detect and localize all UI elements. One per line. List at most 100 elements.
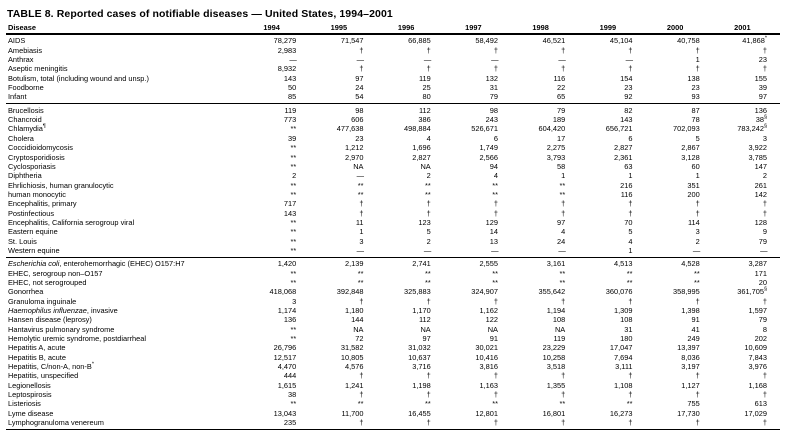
cell-1996: 5 [426, 227, 431, 237]
cell-1998: ** [559, 277, 566, 287]
cell-2001: † [762, 296, 767, 306]
disease-label: Hemolytic uremic syndrome, postdiarrheal [6, 334, 242, 343]
cell-1995: 10,805 [340, 352, 364, 362]
table-row: Gonorrhea 418,068 392,848 325,883 324,907 355… [6, 287, 780, 296]
cell-1998: † [561, 64, 566, 74]
cell-1994: 26,796 [273, 343, 297, 353]
cell-1998: 3,161 [546, 259, 566, 269]
table-row: Postinfectious 143 † † † † † † † [6, 209, 780, 218]
cell-1994: ** [290, 161, 297, 171]
disease-name: Escherichia coli [8, 259, 60, 269]
cell-1995: 392,848 [336, 287, 364, 297]
table-row: Chancroid 773 606 386 243 189 143 78 38§ [6, 115, 780, 124]
cell-2001: 361,705§ [737, 286, 767, 297]
cell-1999: 5 [628, 227, 633, 237]
disease-label: Eastern equine [6, 227, 242, 236]
table-row: Hansen disease (leprosy) 136 144 112 122 108 1… [6, 315, 780, 324]
cell-2000: 8,036 [681, 352, 700, 362]
table-row: Cryptosporidiosis ** 2,970 2,827 2,566 3,793 2… [6, 153, 780, 162]
cell-1998: † [561, 208, 566, 218]
disease-name: Hemolytic uremic syndrome, postdiarrheal [8, 334, 147, 344]
disease-label: Brucellosis [6, 104, 242, 115]
cell-1995: † [359, 371, 364, 381]
cell-1997: — [491, 55, 498, 65]
disease-name: Encephalitis, primary [8, 199, 77, 209]
cell-1995: 477,638 [336, 124, 364, 134]
disease-label: Western equine [6, 246, 242, 257]
cell-1997: † [493, 418, 498, 428]
table-row: Haemophilus influenzae, invasive 1,174 1,1… [6, 306, 780, 315]
disease-name: Cyclosporiasis [8, 161, 56, 171]
cell-2000: 91 [691, 315, 700, 325]
disease-label: Encephalitis, California serogroup viral [6, 218, 242, 227]
cell-2001: † [762, 45, 767, 55]
table-row: Lymphogranuloma venereum 235 † † † † † † † [6, 418, 780, 429]
cell-1996: † [426, 371, 431, 381]
disease-label: Hepatitis A, acute [6, 343, 242, 352]
cell-2001: 171 [754, 268, 767, 278]
cell-1996: 2,827 [412, 152, 431, 162]
disease-name: Lyme disease [8, 408, 54, 418]
cell-1994: ** [290, 227, 297, 237]
cell-1996: 25 [422, 83, 431, 93]
cell-2001: 9 [762, 227, 767, 237]
cell-1997: † [493, 296, 498, 306]
cell-1994: 85 [288, 92, 297, 102]
cell-1997: 10,416 [475, 352, 498, 362]
cell-2001: 23 [758, 55, 767, 65]
cell-1999: 154 [620, 73, 633, 83]
cell-1999: 116 [620, 189, 633, 199]
cell-2000: † [695, 418, 700, 428]
cell-2001: 1,168 [748, 380, 768, 390]
cell-2000: 23 [691, 83, 700, 93]
disease-name: AIDS [8, 36, 26, 46]
cell-2001: 613 [754, 399, 767, 409]
cell-1994: 717 [283, 199, 297, 209]
cell-1994: 12,517 [273, 352, 297, 362]
cell-1994: 1,615 [277, 380, 297, 390]
disease-name: Hepatitis, C/non-A, non-B [8, 362, 92, 372]
disease-name: Encephalitis, California serogroup viral [8, 217, 135, 227]
table-row: Encephalitis, California serogroup viral… [6, 218, 780, 227]
cell-1999: 16,273 [609, 408, 633, 418]
cell-1994: 119 [284, 105, 297, 115]
cell-1997: — [491, 245, 498, 255]
cell-1994: ** [290, 277, 297, 287]
cell-1997: 6 [493, 133, 498, 143]
cell-1997: ** [492, 399, 498, 409]
cell-2000: 351 [687, 180, 700, 190]
cell-2000: † [695, 296, 700, 306]
cell-1995: NA [353, 161, 364, 171]
cell-2000: 40,758 [677, 36, 700, 46]
cell-1998: 24 [557, 236, 566, 246]
cell-1994: 50 [288, 83, 297, 93]
cell-1998: 2,275 [546, 143, 566, 153]
cell-1996: 1,198 [412, 380, 431, 390]
cell-1995: † [359, 45, 364, 55]
cell-1994: ** [290, 143, 297, 153]
cell-1998: — [558, 55, 566, 65]
cell-1996: 16,455 [408, 408, 431, 418]
footnote-marker: ¶ [42, 124, 46, 130]
cell-1999: 1,108 [614, 380, 633, 390]
cell-2001: 10,609 [744, 343, 767, 353]
cell-1996: 4 [426, 133, 431, 143]
cell-1997: 12,801 [475, 408, 498, 418]
cell-1998: ** [559, 399, 566, 409]
cell-1998: 4 [561, 227, 566, 237]
cell-1994: ** [290, 324, 297, 334]
cell-1996: ** [424, 189, 431, 199]
cell-1998: 58 [557, 161, 566, 171]
cell-1998: 17 [557, 133, 566, 143]
cell-1996: NA [420, 324, 431, 334]
disease-name: Gonorrhea [8, 287, 44, 297]
cell-1994: 13,043 [273, 408, 297, 418]
cell-1998: — [558, 245, 566, 255]
cell-2001: 79 [758, 236, 767, 246]
cell-2000: 93 [691, 92, 700, 102]
cell-1996: 10,637 [408, 352, 431, 362]
cell-2001: † [762, 418, 767, 428]
cell-1996: 325,883 [404, 287, 431, 297]
cell-2001: † [762, 390, 767, 400]
cell-2001: 79 [758, 315, 767, 325]
